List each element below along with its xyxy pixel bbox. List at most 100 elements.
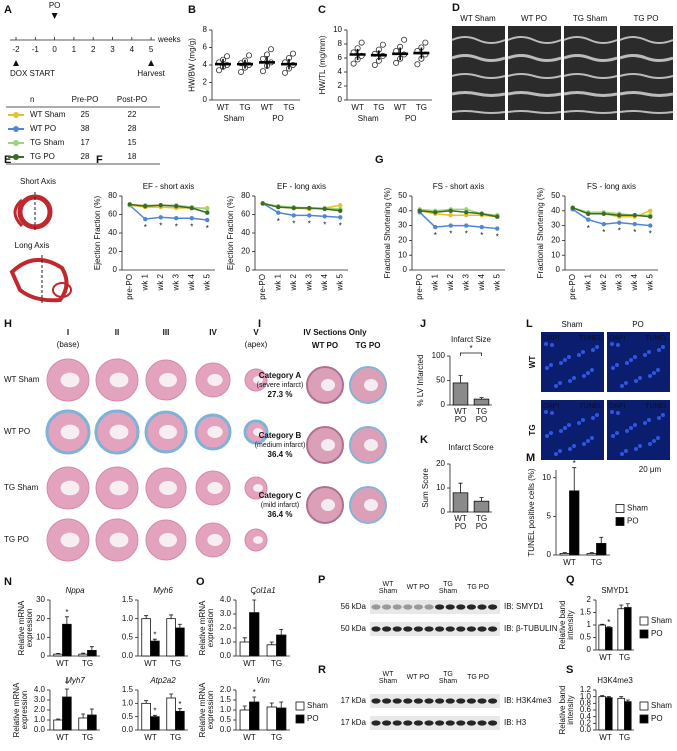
legend-swatch — [639, 714, 649, 724]
bar — [150, 716, 160, 731]
chart-title: Col1a1 — [250, 586, 275, 595]
panel-label: D — [452, 2, 460, 14]
significance: * — [449, 230, 452, 239]
lumen — [109, 480, 129, 496]
x-tick-label: WT PO — [454, 513, 467, 531]
table-cell: 22 — [128, 110, 137, 119]
y-tick-label: 80 — [108, 191, 117, 200]
x-tick-label: WT — [599, 653, 612, 662]
series-marker — [448, 223, 453, 228]
image-label: TG PO — [634, 14, 659, 23]
table-cell: 17 — [81, 138, 90, 147]
y-tick-label: 1.0 — [122, 698, 134, 707]
row-name: TG PO — [30, 152, 55, 161]
band — [382, 698, 392, 704]
data-point — [414, 61, 421, 68]
bar — [605, 697, 613, 731]
nucleus — [652, 439, 656, 443]
series-marker — [338, 215, 343, 220]
panel-label: J — [420, 318, 426, 330]
x-tick-label: wk 3 — [171, 273, 180, 291]
bar — [166, 618, 176, 657]
y-tick-label: 20 — [108, 247, 117, 256]
panel-label: Q — [566, 574, 575, 586]
y-tick-label: 2 — [338, 81, 343, 90]
stain-label: DAPI — [543, 403, 559, 410]
stain-label: DAPI — [609, 335, 625, 342]
nucleus — [657, 416, 661, 420]
label-box: % LV Infarcted — [416, 355, 425, 407]
row-name: WT PO — [30, 124, 56, 133]
error-bar — [600, 623, 605, 625]
error-bar — [269, 702, 274, 707]
y-tick-label: 2.0 — [220, 623, 232, 632]
band — [445, 720, 455, 726]
y-tick-label: 1 — [587, 620, 592, 629]
y-tick-label: 5 — [547, 511, 552, 520]
series-marker — [433, 224, 438, 230]
series-marker — [448, 208, 453, 213]
significance: * — [178, 700, 181, 709]
nucleus — [567, 423, 571, 427]
nucleus — [544, 410, 548, 414]
significance: * — [469, 344, 472, 353]
x-tick-label: wk 4 — [320, 273, 329, 291]
significance: * — [277, 217, 280, 226]
legend-label: Sham — [651, 616, 672, 625]
data-point — [422, 39, 429, 46]
echo-stripe — [507, 54, 562, 62]
y-tick-label: 8 — [338, 39, 343, 48]
row-name: TG Sham — [30, 138, 65, 147]
stain-label: DAPI — [543, 335, 559, 342]
band — [466, 604, 476, 610]
category-note: (medium infarct) — [255, 442, 306, 449]
nucleus — [648, 442, 652, 446]
row-label: WT Sham — [4, 375, 40, 384]
image-label: WT Sham — [460, 14, 496, 23]
significance: * — [496, 233, 499, 242]
y-tick-label: 4 — [203, 60, 208, 69]
label-box: TG Sham — [439, 671, 457, 685]
nucleus — [647, 418, 651, 422]
significance: * — [253, 688, 256, 697]
nucleus — [563, 358, 567, 362]
nucleus — [657, 348, 661, 352]
image-label: WT PO — [521, 14, 547, 23]
y-axis-label: Ejection Fraction (%) — [225, 195, 235, 271]
data-point — [215, 67, 222, 74]
band-label: IB: H3K4me3 — [504, 696, 552, 705]
band — [382, 604, 392, 610]
series-marker — [322, 214, 327, 219]
y-tick-label: 0.5 — [122, 712, 134, 721]
nucleus — [572, 444, 576, 448]
significance: * — [153, 706, 156, 715]
series-line — [129, 203, 208, 214]
nucleus — [638, 444, 642, 448]
y-tick-label: 50 — [551, 191, 560, 200]
significance: * — [190, 222, 193, 231]
nucleus — [590, 368, 594, 372]
series-marker — [648, 214, 653, 219]
series-marker — [291, 205, 296, 211]
y-tick-label: 40 — [108, 228, 117, 237]
error-bar — [177, 708, 182, 712]
tunel-image — [541, 400, 604, 460]
chart-title: EF - long axis — [277, 182, 326, 191]
bar — [276, 707, 287, 731]
y-tick-label: 0 — [246, 265, 251, 274]
x-tick-label: wk 5 — [202, 273, 211, 291]
error-bar — [89, 646, 94, 651]
x-tick-label: pre-PO — [258, 274, 267, 300]
band-size: 56 kDa — [341, 602, 367, 611]
nucleus — [591, 348, 595, 352]
error-bar — [242, 637, 247, 642]
y-tick-label: 20 — [36, 614, 45, 623]
y-tick-label: 1.0 — [34, 715, 46, 724]
chart-title: Myh6 — [153, 586, 173, 595]
y-tick-label: 10 — [551, 250, 560, 259]
echo-stripe — [451, 110, 506, 114]
y-tick-label: 0.0 — [122, 725, 134, 734]
nucleus — [624, 381, 628, 385]
column-header: Sham — [562, 320, 583, 329]
